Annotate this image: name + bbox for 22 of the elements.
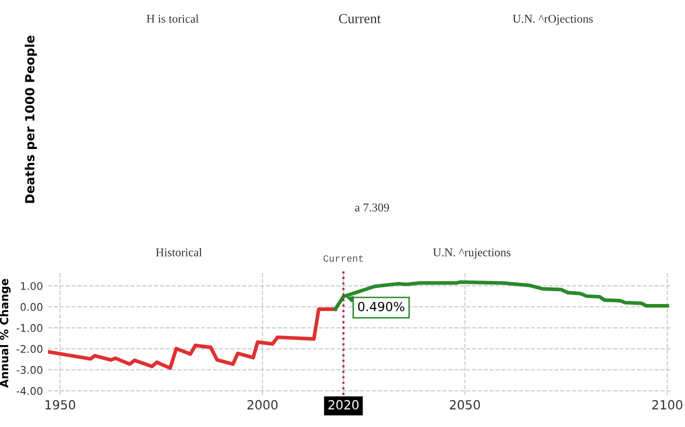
text: H is torical — [146, 14, 199, 23]
y-tick-label: -4.00 — [16, 387, 42, 395]
y-tick-label: 1.00 — [21, 282, 42, 290]
text: Deaths per 1000 People — [24, 36, 37, 203]
y-tick-label: 0.00 — [20, 303, 42, 311]
text: Current — [338, 14, 381, 24]
y-tick-label: -1.00 — [16, 324, 42, 332]
text: U.N. ^rujections — [433, 248, 510, 259]
y-axis-title: Annual % Change — [0, 278, 11, 388]
y-tick-label: -3.00 — [16, 366, 42, 374]
annotation: 0.490% — [358, 302, 404, 312]
text: a 7.309 — [355, 204, 389, 212]
x-tick-label: 2020 — [328, 400, 359, 410]
text: U.N. ^rOjections — [512, 14, 593, 26]
y-tick-label: -2.00 — [16, 345, 42, 353]
x-tick-label: 2000 — [247, 400, 278, 410]
x-tick-label: 1950 — [46, 400, 76, 410]
x-tick-label: 2050 — [450, 400, 480, 410]
x-tick-label: 2100 — [652, 400, 682, 410]
ref-line-label: Current — [324, 255, 363, 262]
line-series — [48, 307, 338, 370]
text: Historical — [156, 248, 202, 256]
